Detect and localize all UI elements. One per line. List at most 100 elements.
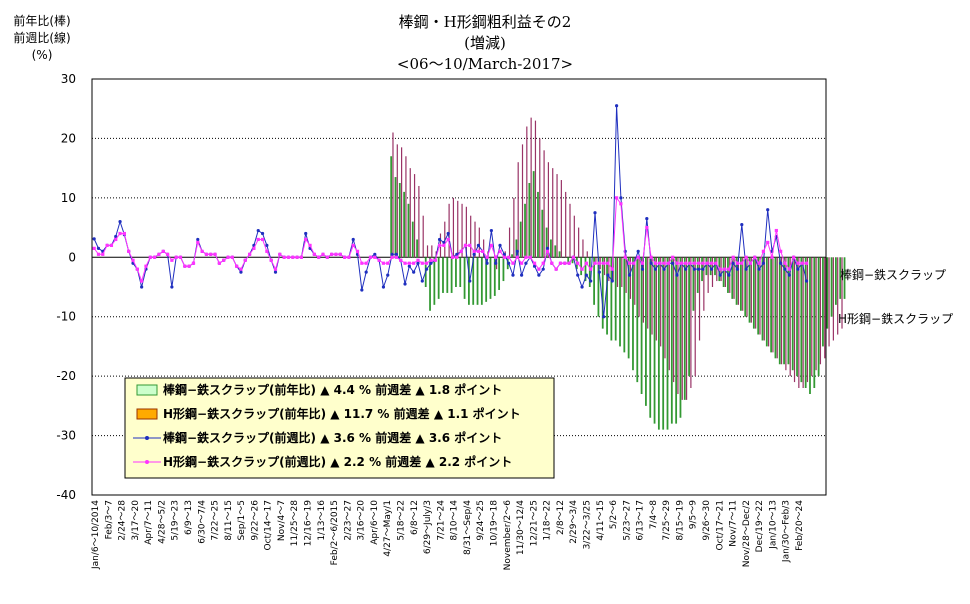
point-h-beam-weekly [636, 255, 640, 259]
y-axis-label-line-3: (%) [32, 48, 53, 62]
point-h-beam-weekly [757, 261, 761, 265]
point-bokou-weekly [96, 246, 101, 250]
x-tick-label: 4/11〜15 [596, 500, 606, 541]
point-bokou-weekly [692, 267, 696, 271]
point-bokou-weekly [412, 270, 416, 274]
y-axis-label-line-2: 前週比(線) [13, 30, 70, 45]
point-bokou-weekly [140, 285, 144, 289]
point-h-beam-weekly [550, 261, 554, 265]
point-bokou-weekly [118, 220, 122, 224]
point-h-beam-weekly [476, 249, 481, 253]
point-h-beam-weekly [230, 255, 234, 259]
x-tick-label: 8/11〜15 [224, 500, 234, 541]
point-h-beam-weekly [692, 261, 696, 265]
point-h-beam-weekly [679, 261, 683, 265]
point-bokou-weekly [606, 273, 610, 277]
point-h-beam-weekly [209, 252, 213, 256]
point-h-beam-weekly [217, 261, 221, 265]
point-bokou-weekly [537, 273, 541, 277]
point-h-beam-weekly [437, 243, 442, 247]
x-tick-label: 4/28〜5/2 [157, 500, 167, 544]
point-bokou-weekly [653, 267, 658, 271]
point-bokou-weekly [545, 246, 550, 250]
x-tick-label: 12/16〜19 [304, 500, 314, 547]
point-h-beam-weekly [640, 261, 645, 265]
point-bokou-weekly [740, 223, 744, 227]
point-h-beam-weekly [355, 249, 360, 253]
x-tick-label: 2/29〜3/4 [569, 500, 579, 544]
series-end-label-h-beam: H形鋼−鉄スクラップ [838, 311, 953, 326]
legend-entry-text: 棒鋼−鉄スクラップ(前年比) ▲ 4.4 % 前週差 ▲ 1.8 ポイント [163, 382, 502, 397]
point-h-beam-weekly [252, 246, 256, 250]
point-h-beam-weekly [420, 261, 424, 265]
point-h-beam-weekly [468, 243, 472, 247]
point-h-beam-weekly [161, 249, 165, 253]
chart-title-line-2: (増減) [464, 34, 506, 52]
x-tick-label: Jan/30〜Feb/3 [782, 500, 792, 563]
chart-titles: 棒鋼・H形鋼粗利益その2 (増減) <06〜10/March-2017> [397, 13, 573, 73]
point-h-beam-weekly [602, 261, 606, 265]
point-h-beam-weekly [377, 258, 381, 262]
point-h-beam-weekly [347, 255, 351, 259]
point-bokou-weekly [304, 231, 308, 236]
x-tick-label: 6/29〜July/3 [423, 500, 433, 554]
point-bokou-weekly [511, 273, 515, 277]
point-bokou-weekly [727, 273, 731, 277]
x-tick-label: 8/31〜Sep/4 [463, 500, 473, 555]
point-bokou-weekly [489, 228, 493, 233]
x-tick-label: 11/25〜28 [290, 500, 300, 547]
line-series [92, 104, 809, 319]
x-tick-label: Feb/20〜24 [795, 500, 805, 551]
x-tick-label: 2/23〜27 [343, 500, 353, 541]
legend-entry-text: H形鋼−鉄スクラップ(前年比) ▲ 11.7 % 前週差 ▲ 1.1 ポイント [163, 406, 521, 421]
x-tick-label: 3/22〜3/25 [583, 500, 593, 549]
point-h-beam-weekly [779, 249, 783, 253]
point-bokou-weekly [520, 273, 524, 277]
x-tick-label: 3/17〜20 [131, 500, 141, 541]
point-h-beam-weekly [766, 240, 770, 245]
point-h-beam-weekly [597, 261, 601, 265]
point-bokou-weekly [576, 273, 580, 277]
x-tick-label: 9/24〜25 [476, 500, 486, 541]
point-h-beam-weekly [256, 237, 260, 242]
point-bokou-weekly [602, 315, 606, 319]
x-tick-label: 4/27〜May/1 [383, 500, 393, 557]
point-bokou-weekly [735, 267, 740, 271]
x-tick-label: 8/15〜19 [676, 500, 686, 541]
x-tick-label: Feb/3〜7 [104, 500, 114, 539]
x-tick-label: 5/23〜27 [622, 500, 632, 541]
point-bokou-weekly [731, 261, 735, 265]
point-h-beam-weekly [213, 252, 217, 256]
point-h-beam-weekly [576, 261, 580, 265]
point-h-beam-weekly [507, 255, 511, 259]
point-h-beam-weekly [373, 255, 377, 259]
x-tick-label: November/2〜6 [503, 500, 513, 571]
point-h-beam-weekly [265, 249, 269, 253]
point-bokou-weekly [541, 267, 545, 271]
plot-area-frame [91, 78, 827, 496]
point-h-beam-weekly [563, 261, 567, 265]
point-h-beam-weekly [412, 261, 416, 265]
point-bokou-weekly [744, 267, 748, 271]
point-bokou-weekly [796, 267, 800, 271]
point-bokou-weekly [701, 267, 705, 271]
point-h-beam-weekly [675, 261, 679, 265]
x-tick-label: 1/13〜16 [317, 500, 327, 541]
x-tick-label: Nov/7〜11 [729, 500, 739, 547]
point-h-beam-weekly [425, 261, 429, 265]
point-bokou-weekly [524, 261, 528, 265]
point-h-beam-weekly [537, 267, 541, 271]
point-h-beam-weekly [390, 255, 394, 259]
point-h-beam-weekly [770, 255, 774, 259]
point-h-beam-weekly [174, 255, 178, 259]
point-bokou-weekly [636, 249, 640, 253]
x-tick-label: Nov/28〜Dec/2 [742, 500, 752, 567]
point-h-beam-weekly [498, 249, 502, 253]
point-h-beam-weekly [364, 261, 368, 265]
x-tick-label: 6/9〜13 [184, 500, 194, 535]
point-h-beam-weekly [317, 255, 321, 259]
point-h-beam-weekly [196, 240, 200, 245]
point-bokou-weekly [446, 231, 450, 236]
x-tick-label: 11/30〜12/4 [516, 500, 526, 555]
point-bokou-weekly [170, 285, 174, 289]
